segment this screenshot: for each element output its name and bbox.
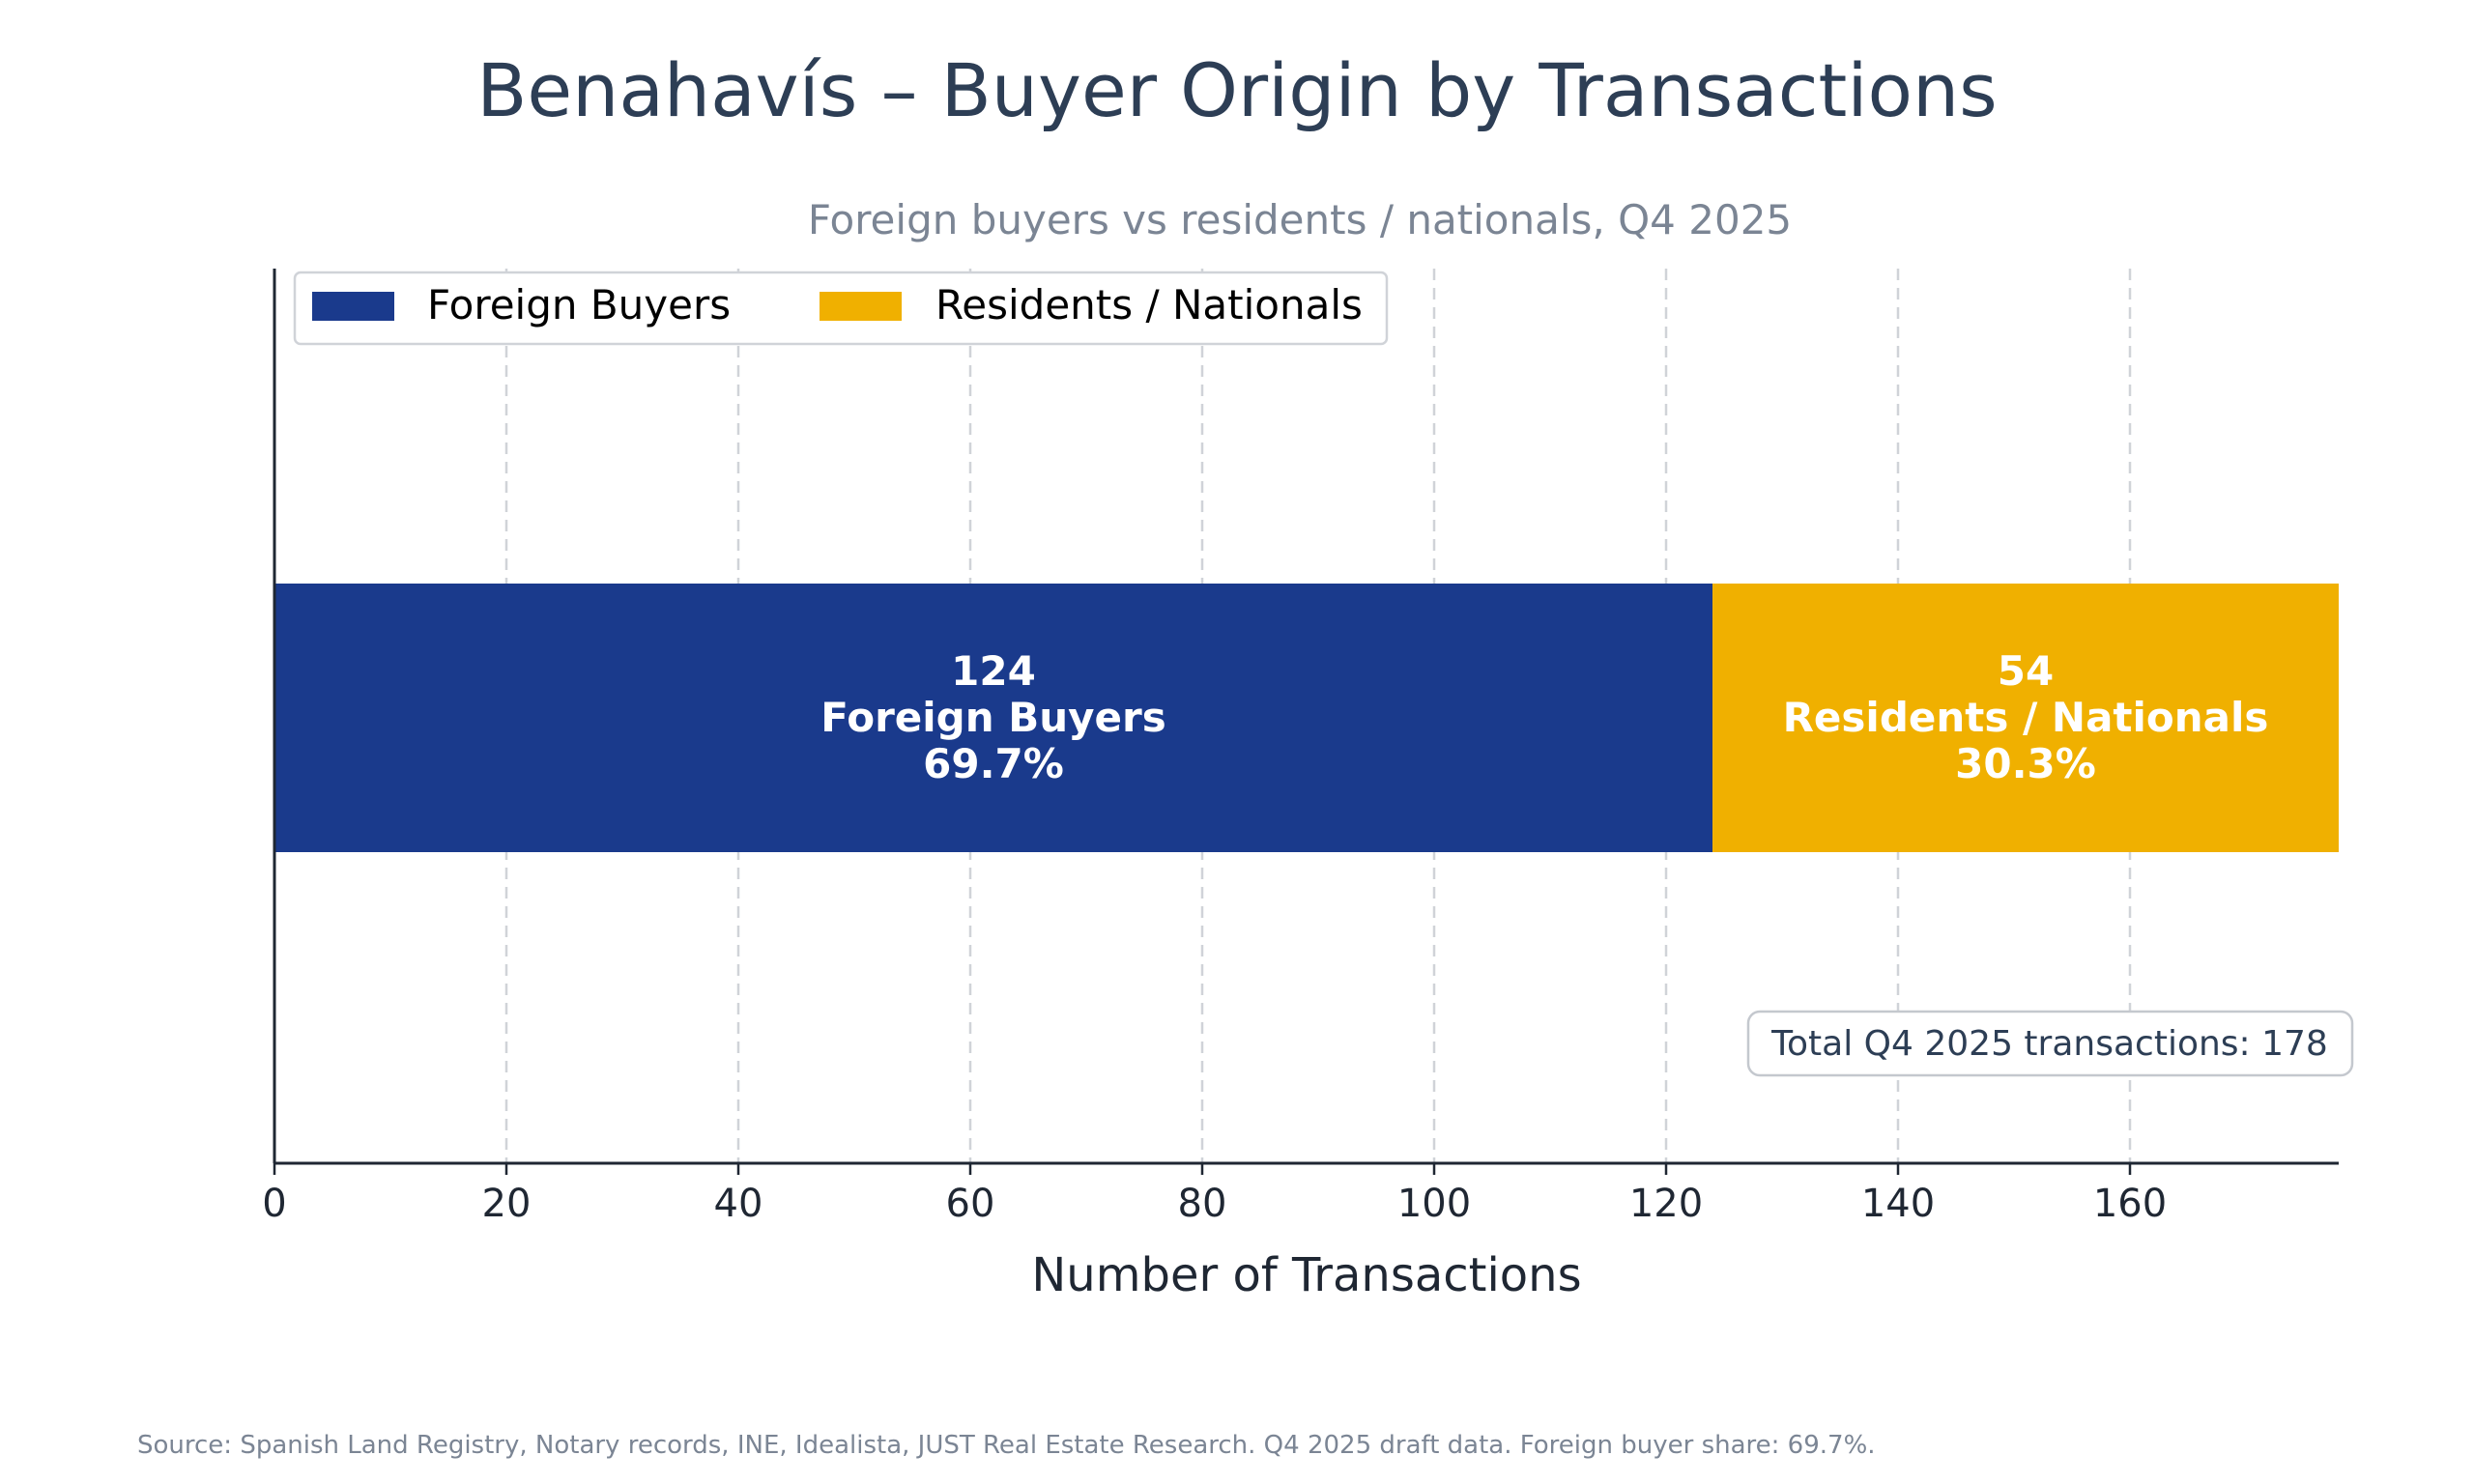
source-note: Source: Spanish Land Registry, Notary re… (137, 1431, 1876, 1460)
bar-label-line: 30.3% (1955, 740, 2096, 787)
bar-label-line: 54 (1998, 647, 2054, 695)
annotation-box (1746, 1010, 2354, 1077)
bar-label-foreign-buyers: 124 Foreign Buyers 69.7% (820, 647, 1166, 787)
legend-swatch-residents-nationals (820, 292, 902, 321)
total-transactions-annotation: Total Q4 2025 transactions: 178 (1746, 1010, 2354, 1077)
x-tick-label: 140 (1861, 1182, 1935, 1226)
legend-label-foreign-buyers: Foreign Buyers (427, 281, 731, 328)
bar-label-residents-nationals: 54 Residents / Nationals 30.3% (1783, 647, 2269, 787)
chart-subtitle: Foreign buyers vs residents / nationals,… (808, 196, 1792, 243)
chart-title: Benahavís – Buyer Origin by Transactions (476, 47, 1997, 133)
annotation-text: Total Q4 2025 transactions: 178 (1770, 1024, 2328, 1064)
x-tick-label: 60 (946, 1182, 995, 1226)
x-axis-ticks: 0 20 40 60 80 100 120 140 160 (262, 1163, 2167, 1226)
bars (274, 584, 2339, 852)
x-tick-label: 160 (2093, 1182, 2167, 1226)
x-tick-label: 20 (482, 1182, 532, 1226)
x-tick-label: 40 (714, 1182, 763, 1226)
x-tick-label: 80 (1178, 1182, 1227, 1226)
legend-swatch-foreign-buyers (312, 292, 394, 321)
x-axis-label: Number of Transactions (1031, 1248, 1581, 1302)
x-tick-label: 0 (262, 1182, 286, 1226)
bar-label-line: Foreign Buyers (820, 694, 1166, 741)
bar-label-line: Residents / Nationals (1783, 694, 2269, 741)
legend: Foreign Buyers Residents / Nationals (293, 271, 1389, 346)
bar-foreign-buyers (274, 584, 1712, 852)
x-tick-label: 100 (1397, 1182, 1471, 1226)
bar-label-line: 124 (951, 647, 1036, 695)
bar-residents-nationals (1712, 584, 2339, 852)
x-tick-label: 120 (1629, 1182, 1703, 1226)
bar-labels: 124 Foreign Buyers 69.7% 54 Residents / Nati… (820, 647, 2268, 787)
bar-label-line: 69.7% (923, 740, 1064, 787)
legend-label-residents-nationals: Residents / Nationals (935, 281, 1363, 328)
